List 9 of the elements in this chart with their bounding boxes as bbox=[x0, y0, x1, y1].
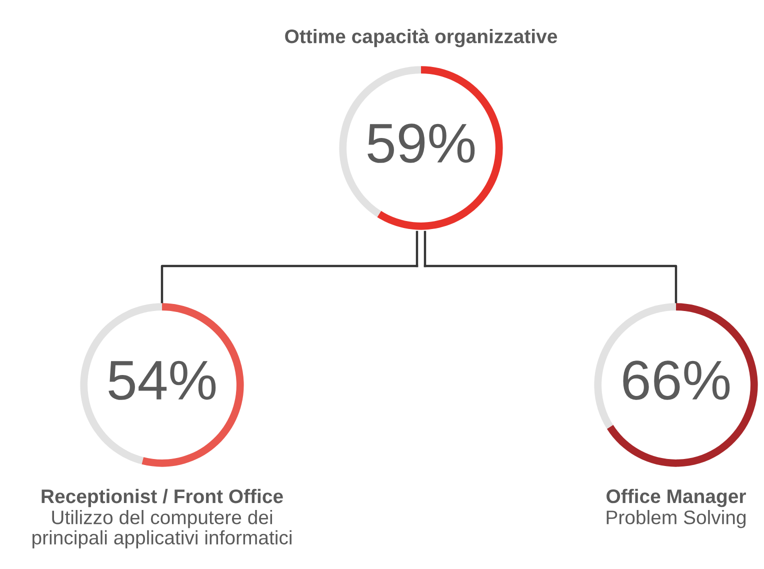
chart-title: Ottime capacità organizzative bbox=[285, 28, 558, 48]
data-label: 66% bbox=[623, 360, 730, 400]
text: Problem Solving bbox=[606, 510, 746, 528]
text: Utilizzo del computere dei principali applicativi informatici bbox=[32, 510, 292, 548]
donut-slice bbox=[606, 303, 758, 467]
text: Receptionist / Front Office bbox=[42, 488, 283, 508]
text: Office Manager bbox=[606, 488, 746, 508]
data-label: 54% bbox=[108, 360, 216, 400]
data-label: 59% bbox=[368, 124, 475, 163]
